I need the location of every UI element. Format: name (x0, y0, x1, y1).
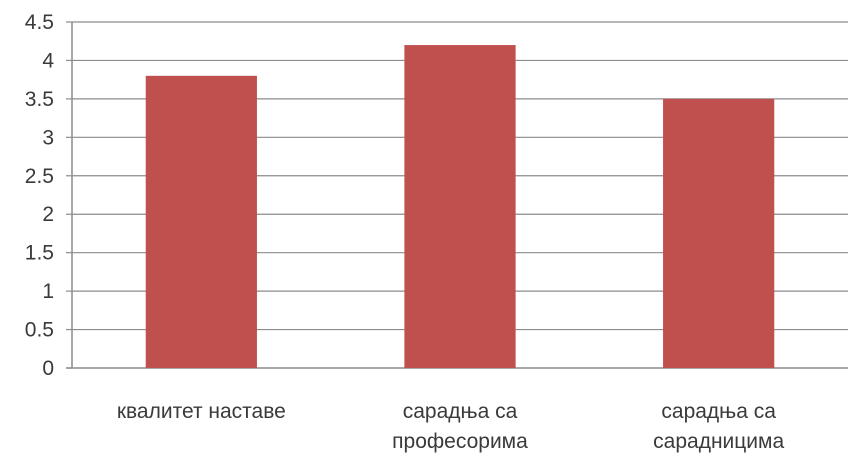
y-tick-label: 4.5 (25, 11, 54, 34)
y-tick-label: 1.5 (25, 242, 54, 265)
x-tick-label: сарадња са професорима (392, 400, 528, 453)
bar (663, 98, 775, 368)
bars (145, 45, 775, 369)
x-tick-label: квалитет наставе (117, 400, 286, 423)
x-tick-labels: квалитет наставе сарадња са професорима сар… (117, 400, 785, 453)
y-tick-label: 2 (42, 203, 54, 226)
bar (404, 45, 516, 369)
y-tick-label: 0 (42, 357, 54, 380)
y-tick-label: 3 (42, 126, 54, 149)
y-tick-label: 4 (42, 49, 54, 72)
y-tick-label: 1 (42, 280, 54, 303)
y-tick-label: 0.5 (25, 319, 54, 342)
y-tick-label: 2.5 (25, 165, 54, 188)
y-tick-labels: 0 0.5 1 1.5 2 2.5 3 3.5 4 4.5 (25, 11, 55, 380)
y-tick-label: 3.5 (25, 88, 54, 111)
x-tick-label: сарадња са сарадницима (653, 400, 784, 453)
bar (145, 75, 257, 369)
